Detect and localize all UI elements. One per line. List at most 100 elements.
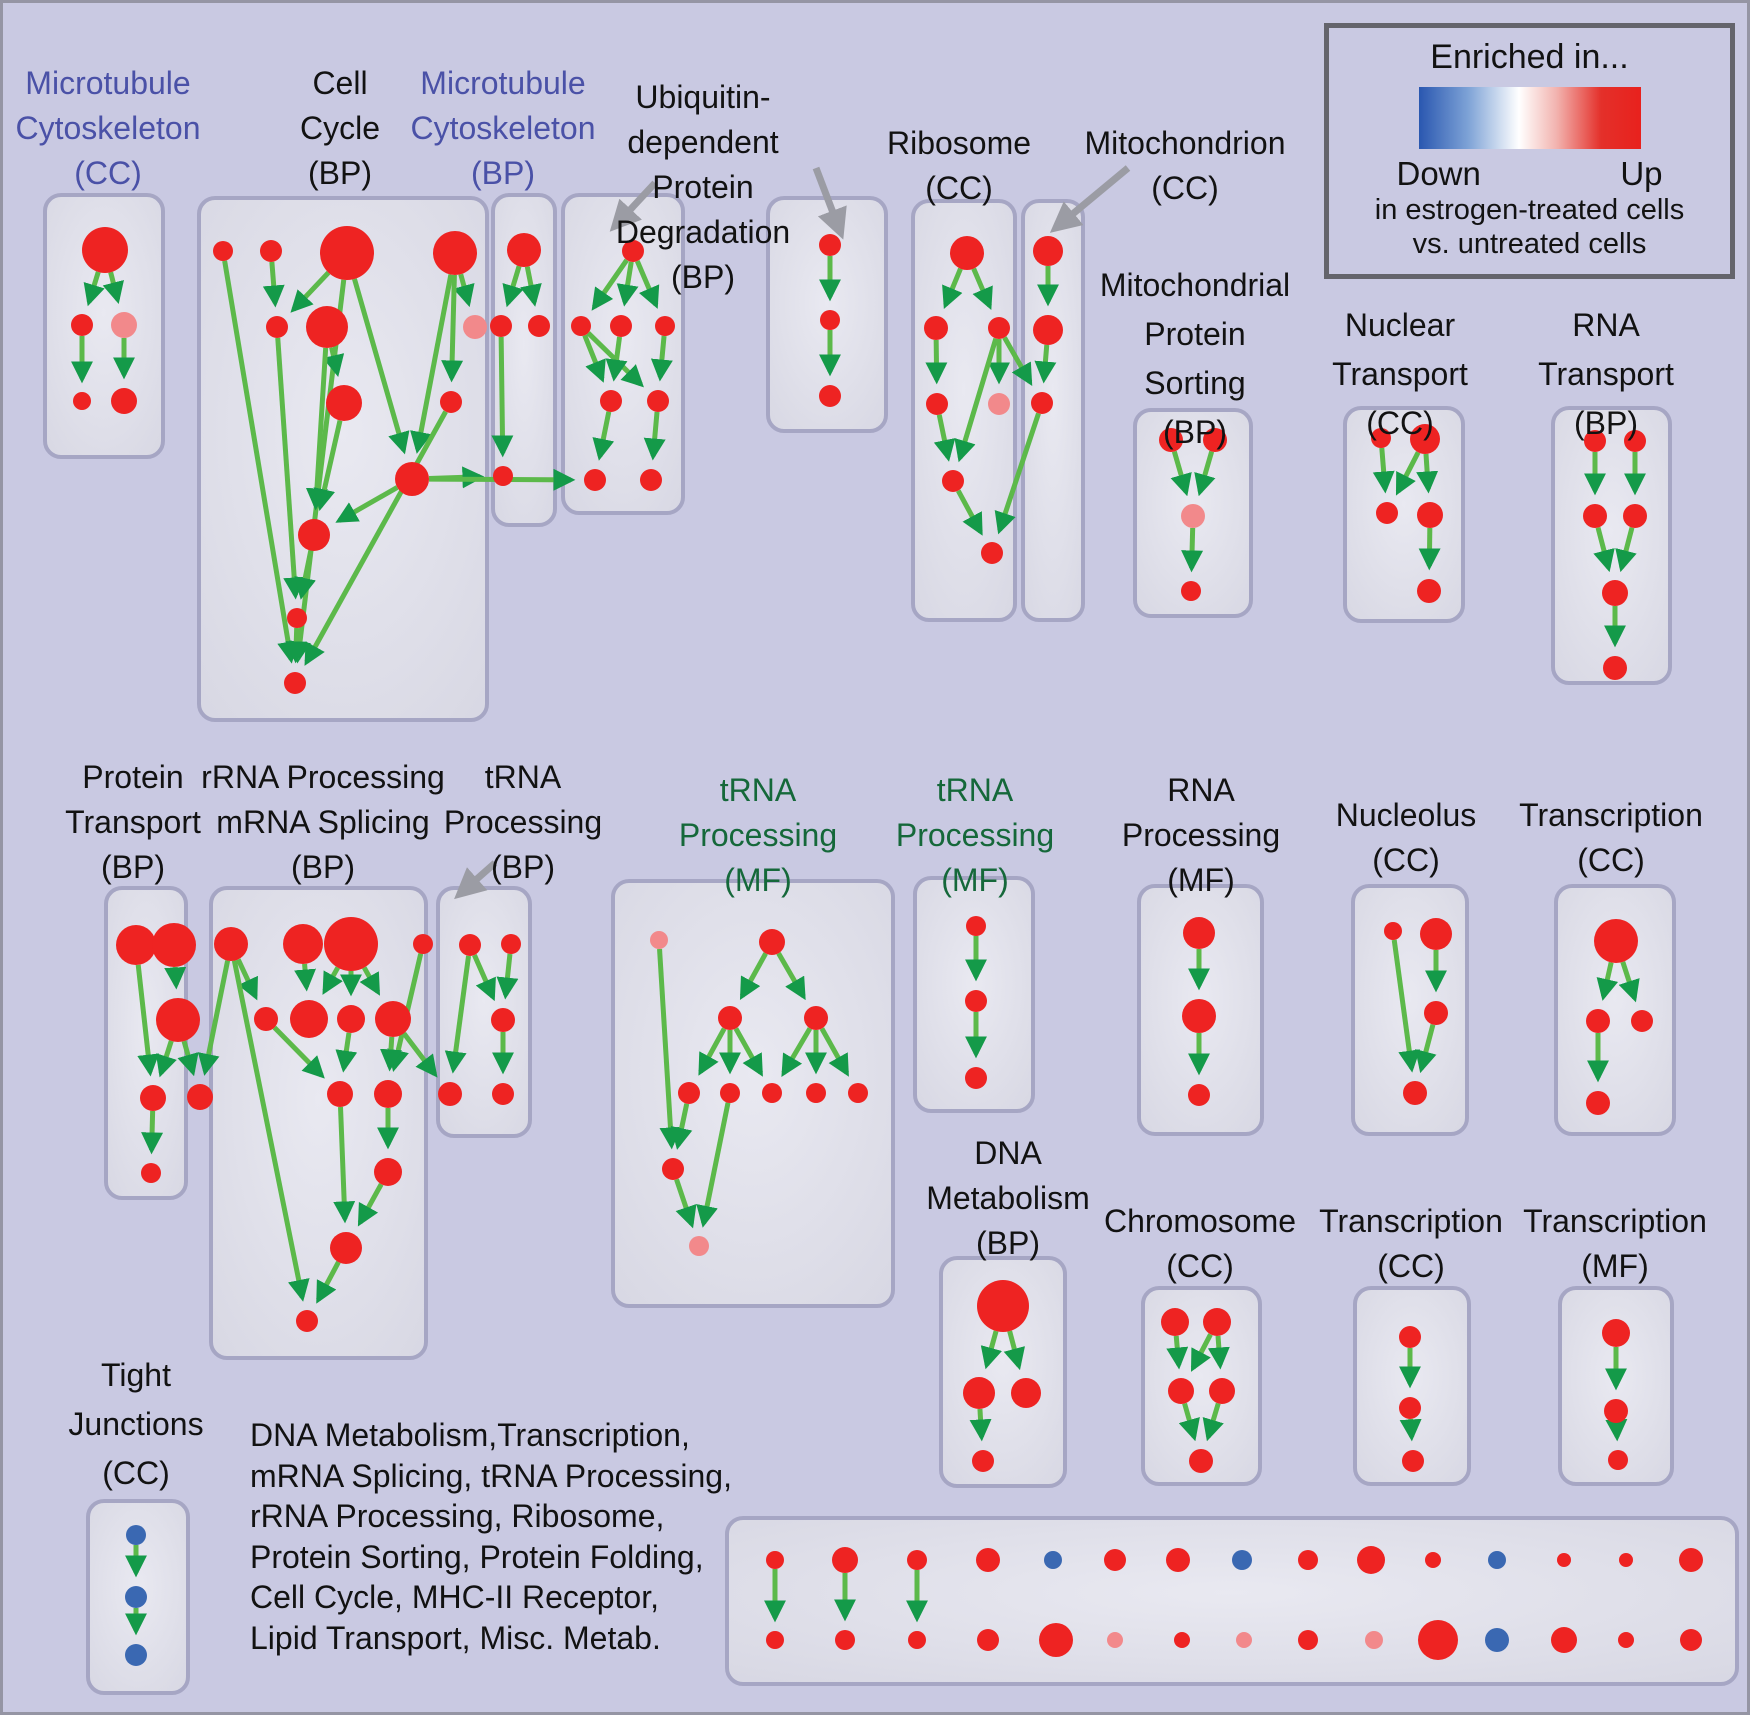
go-node bbox=[1168, 1378, 1194, 1404]
edge bbox=[401, 1031, 438, 1078]
go-node bbox=[1232, 1550, 1252, 1570]
go-node bbox=[156, 998, 200, 1042]
go-node bbox=[647, 390, 669, 412]
edge bbox=[971, 267, 993, 310]
go-node bbox=[950, 236, 984, 270]
edge bbox=[444, 955, 472, 1074]
go-node bbox=[1485, 1628, 1509, 1652]
edge bbox=[262, 261, 285, 308]
go-node bbox=[284, 672, 306, 694]
go-node bbox=[1365, 1631, 1383, 1649]
go-node bbox=[1181, 581, 1201, 601]
go-node bbox=[942, 470, 964, 492]
edge bbox=[1166, 1335, 1189, 1370]
edge bbox=[819, 1027, 849, 1077]
edge bbox=[441, 274, 464, 383]
edge bbox=[1391, 939, 1421, 1073]
go-node bbox=[254, 1007, 278, 1031]
go-node bbox=[907, 1550, 927, 1570]
edge bbox=[83, 271, 105, 307]
go-node bbox=[490, 315, 512, 337]
go-node bbox=[1371, 428, 1391, 448]
go-node bbox=[395, 462, 429, 496]
go-node bbox=[1425, 1552, 1441, 1568]
go-node bbox=[140, 1085, 166, 1111]
go-node bbox=[1376, 502, 1398, 524]
go-node bbox=[759, 929, 785, 955]
go-node bbox=[1181, 504, 1205, 528]
go-node bbox=[337, 1005, 365, 1033]
edge bbox=[696, 1102, 731, 1228]
go-node bbox=[926, 393, 948, 415]
go-node bbox=[187, 1084, 213, 1110]
edge bbox=[1034, 344, 1057, 384]
go-node bbox=[287, 608, 307, 628]
edge bbox=[496, 953, 519, 1000]
edge bbox=[1003, 1330, 1025, 1371]
edge bbox=[333, 1106, 356, 1224]
go-node bbox=[655, 316, 675, 336]
go-node bbox=[71, 314, 93, 336]
edge bbox=[272, 1025, 325, 1079]
go-node bbox=[141, 1163, 161, 1183]
go-node bbox=[501, 934, 521, 954]
edge bbox=[520, 266, 542, 307]
go-node bbox=[1424, 1001, 1448, 1025]
edge bbox=[1372, 447, 1395, 494]
go-node bbox=[766, 1551, 784, 1569]
go-node bbox=[1166, 1548, 1190, 1572]
go-box-microtubule-cytoskeleton-cc bbox=[43, 193, 165, 459]
go-node bbox=[1417, 502, 1443, 528]
go-node bbox=[806, 1083, 826, 1103]
go-node bbox=[1583, 504, 1607, 528]
go-node bbox=[459, 934, 481, 956]
go-node bbox=[1161, 1308, 1189, 1336]
go-node bbox=[1107, 1632, 1123, 1648]
edge bbox=[231, 960, 310, 1302]
edge bbox=[925, 339, 948, 385]
go-node bbox=[820, 310, 840, 330]
go-node bbox=[1584, 430, 1606, 452]
edge bbox=[1418, 527, 1441, 571]
annotation-arrow bbox=[812, 166, 847, 240]
go-node bbox=[1420, 918, 1452, 950]
go-node bbox=[125, 1586, 147, 1608]
go-node bbox=[966, 916, 986, 936]
go-node bbox=[1033, 236, 1063, 266]
go-node bbox=[1619, 1553, 1633, 1567]
go-node bbox=[330, 1232, 362, 1264]
go-node bbox=[1551, 1627, 1577, 1653]
edge bbox=[605, 336, 628, 382]
go-node bbox=[662, 1158, 684, 1180]
go-node bbox=[1236, 1632, 1252, 1648]
edge bbox=[635, 260, 660, 309]
go-node bbox=[306, 306, 348, 348]
go-node bbox=[1209, 1378, 1235, 1404]
go-node bbox=[1602, 1319, 1630, 1347]
go-node bbox=[1410, 424, 1440, 454]
edge bbox=[1605, 1418, 1628, 1442]
legend-title: Enriched in... bbox=[1430, 38, 1629, 76]
edge bbox=[155, 1040, 177, 1078]
edge bbox=[643, 411, 666, 461]
edge bbox=[357, 1183, 384, 1227]
edge bbox=[305, 347, 329, 511]
go-node bbox=[1031, 392, 1053, 414]
edge bbox=[235, 958, 258, 1001]
go-node bbox=[1603, 656, 1627, 680]
edge bbox=[102, 271, 124, 305]
go-node bbox=[493, 466, 513, 486]
edge bbox=[285, 627, 308, 664]
edge bbox=[322, 966, 343, 995]
edge bbox=[954, 337, 999, 463]
edge bbox=[1618, 961, 1640, 1003]
edge bbox=[933, 414, 956, 462]
go-node bbox=[924, 316, 948, 340]
go-node bbox=[804, 1006, 828, 1030]
go-node bbox=[988, 393, 1010, 415]
go-node bbox=[1174, 1632, 1190, 1648]
edge bbox=[956, 489, 983, 536]
go-node bbox=[1631, 1010, 1653, 1032]
go-node bbox=[1624, 430, 1646, 452]
go-node bbox=[972, 1450, 994, 1472]
